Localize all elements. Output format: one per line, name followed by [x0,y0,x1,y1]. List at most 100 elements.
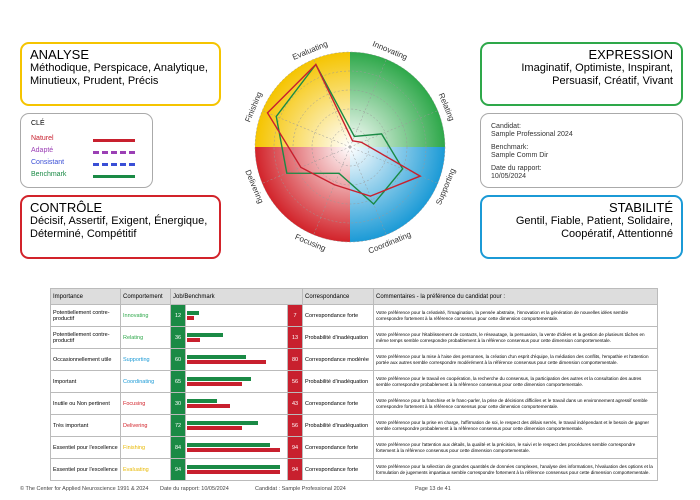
table-row: Important Coordinating 65 56 Probabilité d'i… [50,370,658,393]
comment: Votre préférence pour la prise en charge… [373,414,658,437]
match: Correspondance forte [302,392,374,415]
legend-swatch [93,175,135,178]
ring [311,108,389,186]
table-row: Essentiel pour l'excellence Evaluating 94 9… [50,458,658,481]
naturel-bar [187,448,281,452]
quadrant [255,147,350,242]
ring [254,51,446,243]
importance: Très important [50,414,121,437]
info-value: 10/05/2024 [491,173,527,180]
table-row: Potentiellement contre-productif Innovati… [50,304,658,327]
naturel-bar [187,426,243,430]
candidate-box: Candidat: Sample Professional 2024 Benchma… [480,113,683,188]
benchmark-bar [187,421,259,425]
naturel-bar [187,382,243,386]
importance: Inutile ou Non pertinent [50,392,121,415]
legend-label: Consistant [31,159,65,166]
benchmark-value: 12 [170,304,186,327]
column-header: Job/Benchmark [170,288,303,305]
behavior: Innovating [120,304,171,327]
naturel-bar [187,316,194,320]
behavior: Evaluating [120,458,171,481]
column-header: Comportement [120,288,171,305]
naturel-bar [187,470,281,474]
comment: Votre préférence pour la mise à l'aise d… [373,348,658,371]
quadrant [350,52,445,147]
box-title: EXPRESSION [588,47,673,62]
legend-label: Naturel [31,135,54,142]
info-label: Date du rapport: [491,165,542,172]
column-header: Commentaires - la préférence du candidat… [373,288,658,305]
naturel-value: 80 [287,348,303,371]
benchmark-bar [187,399,217,403]
behavior: Delivering [120,414,171,437]
bars [185,392,288,415]
bars [185,414,288,437]
footer-text: Page 13 de 41 [415,486,451,492]
box-text: Décisif, Assertif, Exigent, Énergique, D… [30,215,208,240]
match: Probabilité d'inadéquation [302,414,374,437]
importance: Potentiellement contre-productif [50,304,121,327]
benchmark-bar [187,465,281,469]
bars [185,348,288,371]
info-value: Sample Professional 2024 [491,131,573,138]
naturel-value: 13 [287,326,303,349]
match: Probabilité d'inadéquation [302,370,374,393]
legend-box: CLÉ Naturel Adapté Consistant Benchmark [20,113,153,188]
legend-swatch [93,163,135,166]
table-row: Très important Delivering 72 56 Probabilité … [50,414,658,437]
info-value: Sample Comm Dir [491,152,549,159]
naturel-value: 56 [287,414,303,437]
legend-swatch [93,139,135,142]
controle-box: CONTRÔLE Décisif, Assertif, Exigent, Éne… [20,195,221,259]
match: Correspondance forte [302,436,374,459]
benchmark-value: 36 [170,326,186,349]
match: Correspondance forte [302,304,374,327]
benchmark-value: 60 [170,348,186,371]
bars [185,458,288,481]
table-row: Occasionnellement utile Supporting 60 80 Cor… [50,348,658,371]
legend-label: Adapté [31,147,54,154]
importance: Potentiellement contre-productif [50,326,121,349]
naturel-line [266,63,422,197]
legend-title: CLÉ [31,120,45,127]
naturel-value: 56 [287,370,303,393]
naturel-value: 7 [287,304,303,327]
box-title: ANALYSE [30,47,90,62]
behavior: Focusing [120,392,171,415]
behavior: Coordinating [120,370,171,393]
legend-swatch [93,151,135,154]
naturel-bar [187,404,230,408]
box-text: Imaginatif, Optimiste, Inspirant, Persua… [521,62,673,87]
match-table: Importance Comportement Job/Benchmark Corre… [50,288,658,481]
expression-box: EXPRESSION Imaginatif, Optimiste, Inspir… [480,42,683,106]
benchmark-bar [187,333,223,337]
match: Probabilité d'inadéquation [302,326,374,349]
comment: Votre préférence pour l'attention aux dé… [373,436,658,459]
importance: Important [50,370,121,393]
bars [185,326,288,349]
behavior: Finishing [120,436,171,459]
benchmark-value: 30 [170,392,186,415]
box-title: STABILITÉ [608,200,673,215]
ring [273,70,427,224]
stabilite-box: STABILITÉ Gentil, Fiable, Patient, Solid… [480,195,683,259]
behavior: Supporting [120,348,171,371]
benchmark-bar [187,355,247,359]
naturel-value: 94 [287,436,303,459]
bars [185,304,288,327]
benchmark-value: 65 [170,370,186,393]
legend-label: Benchmark [31,171,67,178]
importance: Essentiel pour l'excellence [50,436,121,459]
analyse-box: ANALYSE Méthodique, Perspicace, Analytiq… [20,42,221,106]
footer-text: © The Center for Applied Neuroscience 19… [20,486,149,492]
box-text: Méthodique, Perspicace, Analytique, Minu… [30,62,208,87]
column-header: Importance [50,288,121,305]
info-label: Benchmark: [491,144,529,151]
info-label: Candidat: [491,123,521,130]
naturel-bar [187,338,200,342]
footer-text: Date du rapport: 10/05/2024 [160,486,229,492]
benchmark-bar [187,443,271,447]
comment: Votre préférence pour l'établissement de… [373,326,658,349]
